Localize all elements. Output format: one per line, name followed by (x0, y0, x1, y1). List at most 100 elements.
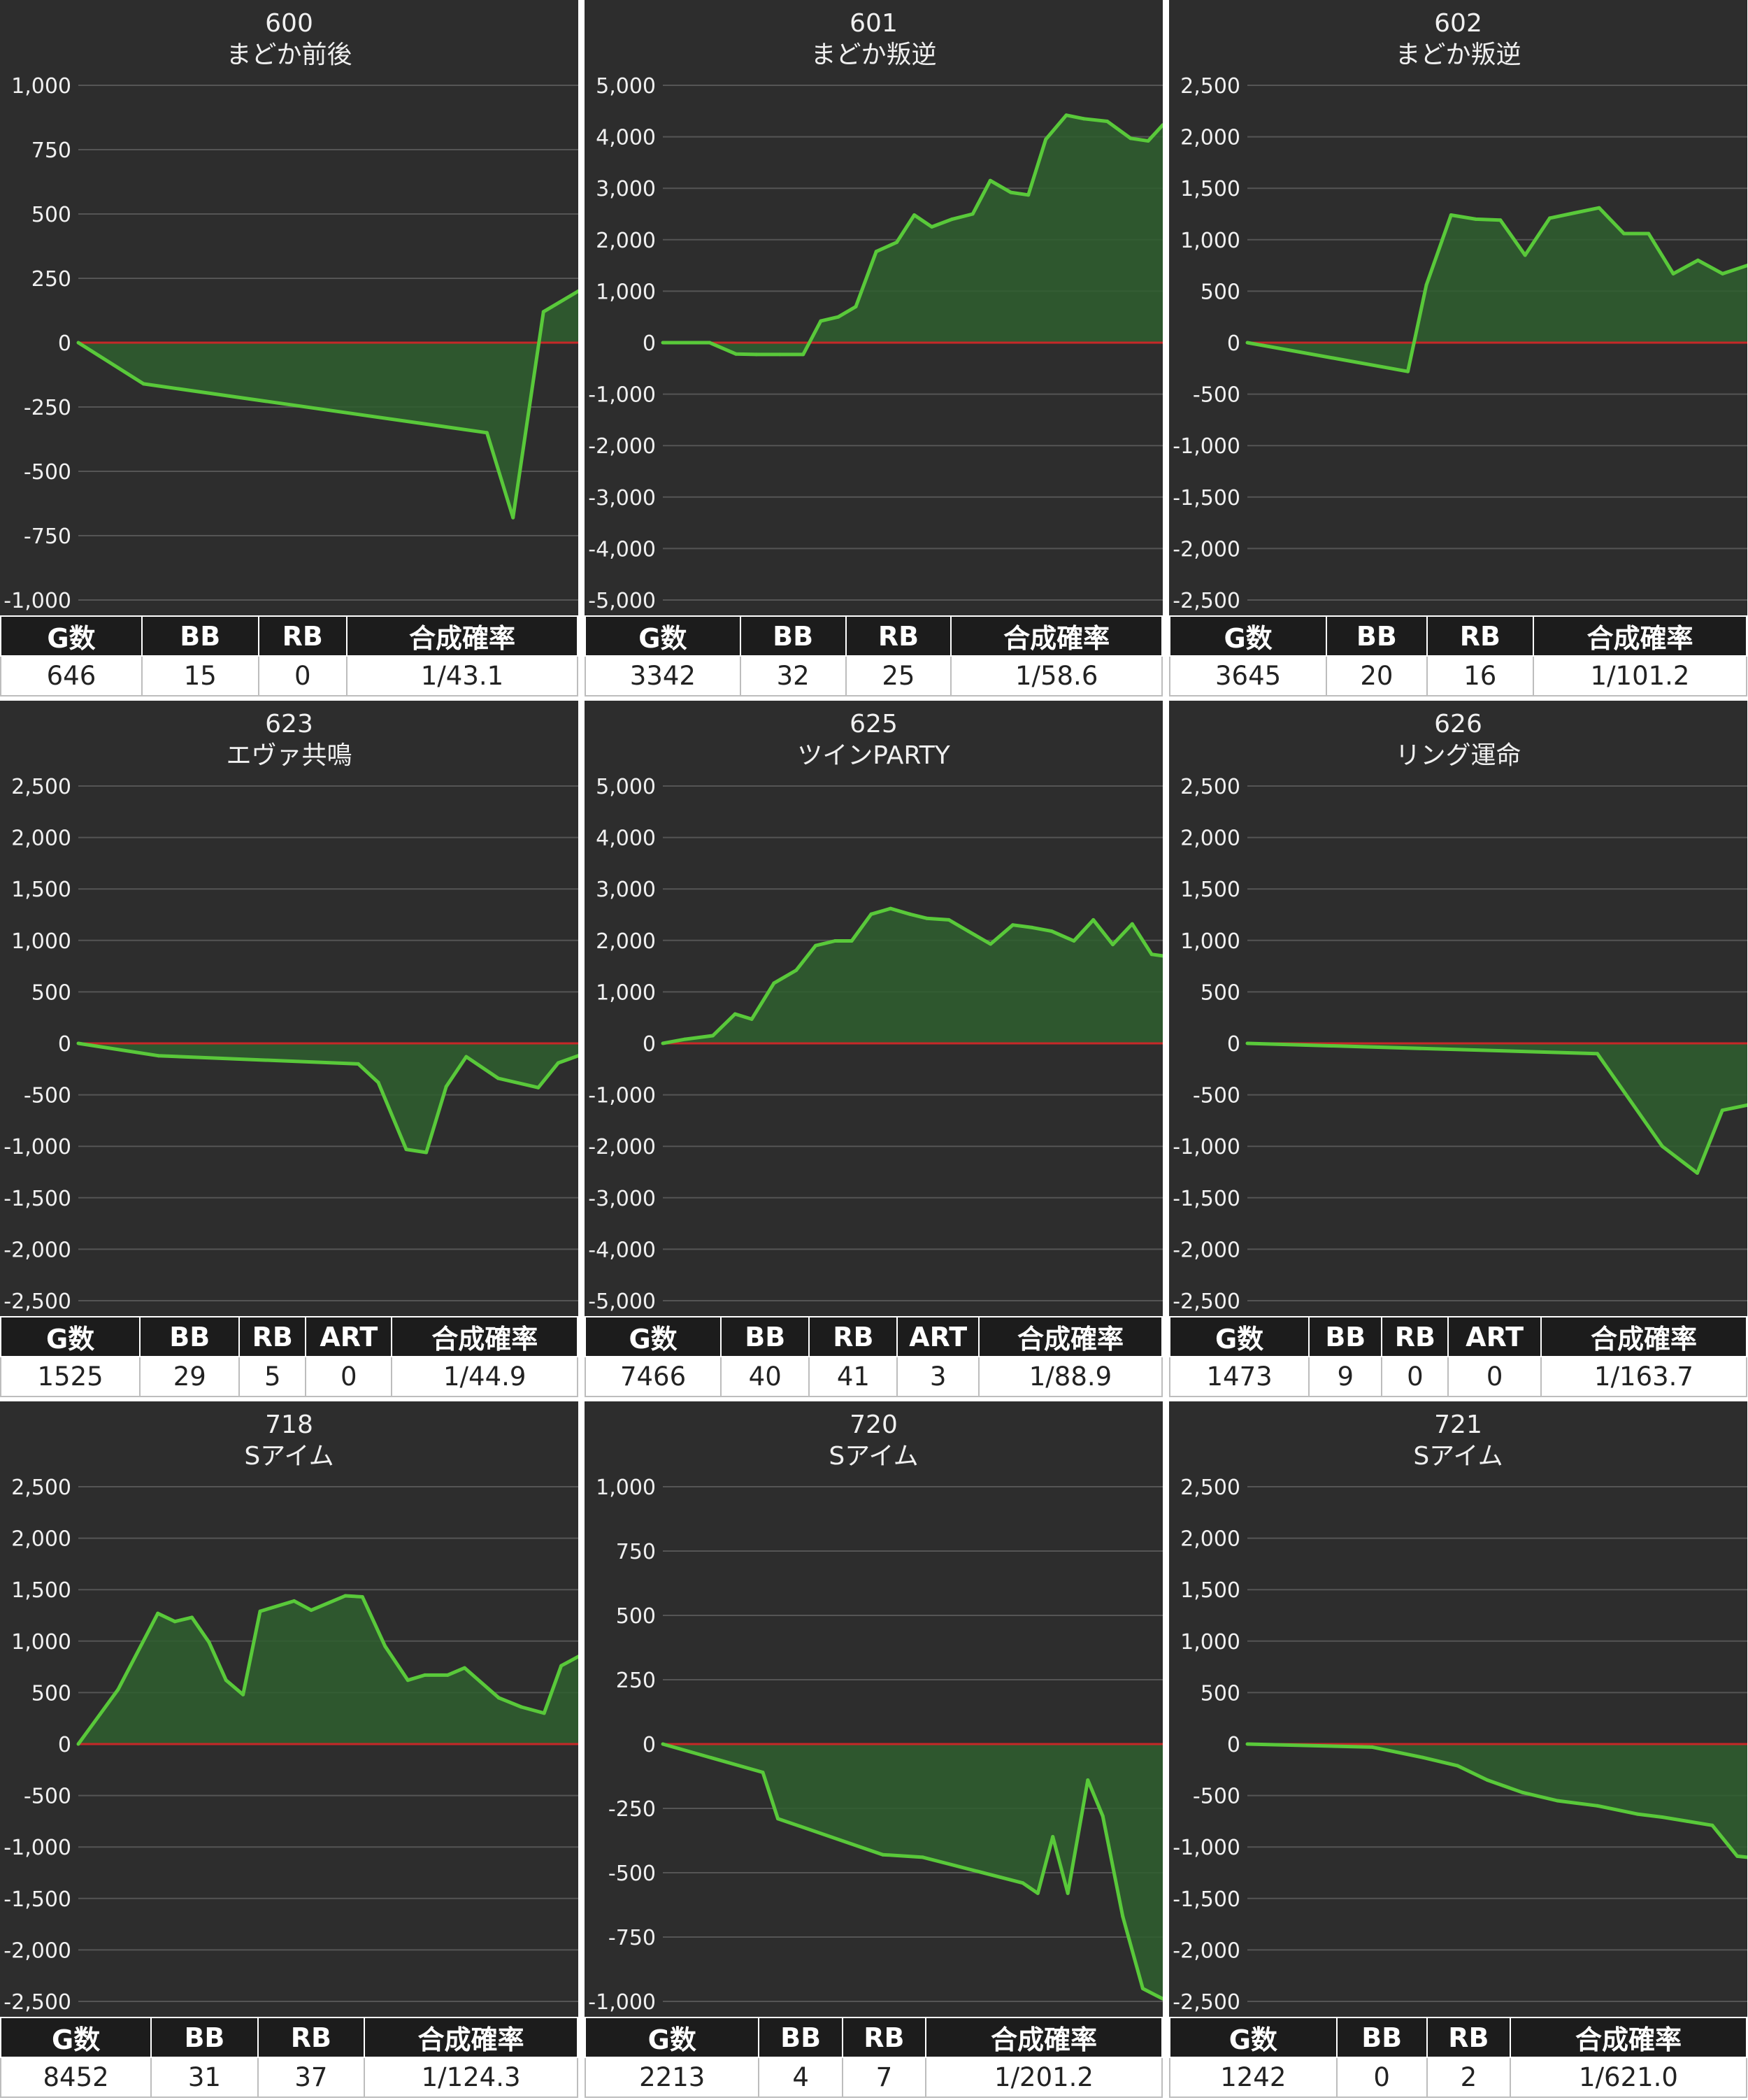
stats-value-row: 2213 4 7 1/201.2 (584, 2057, 1163, 2098)
data-point (1671, 271, 1675, 276)
data-point (1149, 952, 1154, 957)
y-tick-label: 3,000 (596, 878, 656, 902)
data-point (1111, 943, 1115, 947)
data-point (156, 1054, 160, 1058)
y-tick-label: 1,000 (11, 74, 71, 99)
data-point (1245, 341, 1249, 345)
chart-title-number: 626 (1434, 710, 1482, 738)
chart-background (1169, 1401, 1747, 2017)
data-point (258, 1609, 262, 1613)
stats-value-row: 8452 31 37 1/124.3 (0, 2057, 578, 2098)
stats-value-cell: 2 (1426, 2057, 1512, 2098)
stats-header-cell: RB (257, 2017, 366, 2058)
data-point (556, 1061, 560, 1065)
y-tick-label: -2,000 (1173, 537, 1240, 562)
data-point (1406, 369, 1410, 373)
data-point (1101, 1814, 1105, 1818)
y-tick-label: 4,000 (596, 126, 656, 150)
y-tick-label: 750 (31, 138, 71, 163)
stats-header-cell: RB (1381, 1316, 1449, 1357)
data-point (1520, 1790, 1524, 1794)
data-point (1021, 1881, 1025, 1885)
data-point (989, 942, 993, 946)
stats-table: G数 BB RB 合成確率 8452 31 37 1/124.3 (0, 2017, 578, 2098)
y-tick-label: -2,000 (588, 434, 656, 459)
stats-header-cell: 合成確率 (1533, 615, 1747, 657)
data-point (406, 1678, 410, 1683)
data-point (1596, 1052, 1599, 1056)
y-tick-label: 1,000 (1180, 929, 1240, 954)
y-tick-label: 1,000 (1180, 229, 1240, 253)
data-point (661, 341, 665, 345)
y-tick-label: -1,000 (1173, 1836, 1240, 1860)
y-tick-label: 2,500 (1180, 1476, 1240, 1500)
data-point (761, 1771, 765, 1774)
stats-table: G数 BB RB ART 合成確率 7466 40 41 3 1/88.9 (584, 1316, 1163, 1397)
stats-value-cell: 1242 (1169, 2057, 1338, 2098)
chart-panel: 600 まどか前後 1,000 750 500 250 0 -250 -500 -750 -1,00… (0, 0, 579, 697)
y-tick-label: -1,000 (588, 1990, 656, 2015)
y-tick-label: -1,000 (1173, 1135, 1240, 1159)
series-area (663, 115, 1163, 355)
y-tick-label: 750 (616, 1540, 656, 1564)
chart-title-model: まどか叛逆 (810, 41, 936, 69)
data-point (190, 1615, 194, 1620)
stats-value-cell: 1/201.2 (925, 2057, 1163, 2098)
y-tick-label: -4,000 (588, 1238, 656, 1262)
y-tick-label: 1,500 (1180, 1578, 1240, 1603)
stats-value-cell: 32 (739, 655, 847, 697)
data-point (921, 1855, 925, 1859)
stats-value-row: 1473 9 0 0 1/163.7 (1168, 1356, 1747, 1397)
stats-header-cell: 合成確率 (925, 2017, 1163, 2058)
data-point (661, 1041, 665, 1045)
data-point (772, 981, 776, 985)
data-point (1091, 917, 1096, 922)
data-point (1086, 1778, 1090, 1782)
stats-header-cell: 合成確率 (1540, 1316, 1747, 1357)
data-point (1523, 253, 1527, 257)
data-point (1044, 137, 1048, 141)
stats-header-cell: G数 (0, 1316, 141, 1357)
y-tick-label: 1,500 (1180, 177, 1240, 201)
data-point (1072, 939, 1076, 943)
data-point (173, 1620, 177, 1624)
chart-title-number: 601 (850, 9, 898, 38)
data-point (1424, 283, 1428, 287)
y-tick-label: -2,500 (1173, 1290, 1240, 1314)
stats-value-cell: 37 (257, 2057, 366, 2098)
stats-header-cell: G数 (584, 1316, 722, 1357)
series-line (77, 290, 578, 520)
data-point (496, 1696, 501, 1700)
stats-value-cell: 0 (257, 655, 348, 697)
y-tick-label: 2,500 (11, 1476, 71, 1500)
data-point (1026, 193, 1031, 197)
y-tick-label: -2,500 (3, 1290, 71, 1314)
data-point (1596, 1803, 1599, 1808)
data-point (1635, 1812, 1640, 1816)
data-point (1660, 1144, 1664, 1148)
stats-value-row: 3645 20 16 1/101.2 (1168, 655, 1747, 697)
y-tick-label: -500 (1193, 383, 1240, 408)
stats-table: G数 BB RB 合成確率 1242 0 2 1/621.0 (1169, 2017, 1747, 2098)
data-point (520, 1705, 524, 1709)
data-point (224, 1678, 228, 1683)
stats-header-cell: RB (845, 615, 952, 657)
y-tick-label: 500 (616, 1604, 656, 1629)
stats-value-cell: 0 (1335, 2057, 1428, 2098)
y-tick-label: 500 (1201, 1681, 1240, 1706)
y-tick-label: -250 (608, 1797, 656, 1822)
data-point (207, 1640, 211, 1644)
y-tick-label: -3,000 (588, 1187, 656, 1211)
stats-header-cell: 合成確率 (1510, 2017, 1747, 2058)
data-point (924, 916, 929, 920)
data-point (754, 352, 759, 357)
y-tick-label: -750 (24, 524, 71, 549)
data-point (908, 912, 912, 916)
y-tick-label: 500 (31, 980, 71, 1005)
stats-value-cell: 41 (808, 1356, 898, 1397)
data-point (874, 250, 878, 254)
series-line (1247, 1041, 1747, 1175)
series-area (663, 908, 1163, 1043)
stats-value-cell: 0 (305, 1356, 393, 1397)
